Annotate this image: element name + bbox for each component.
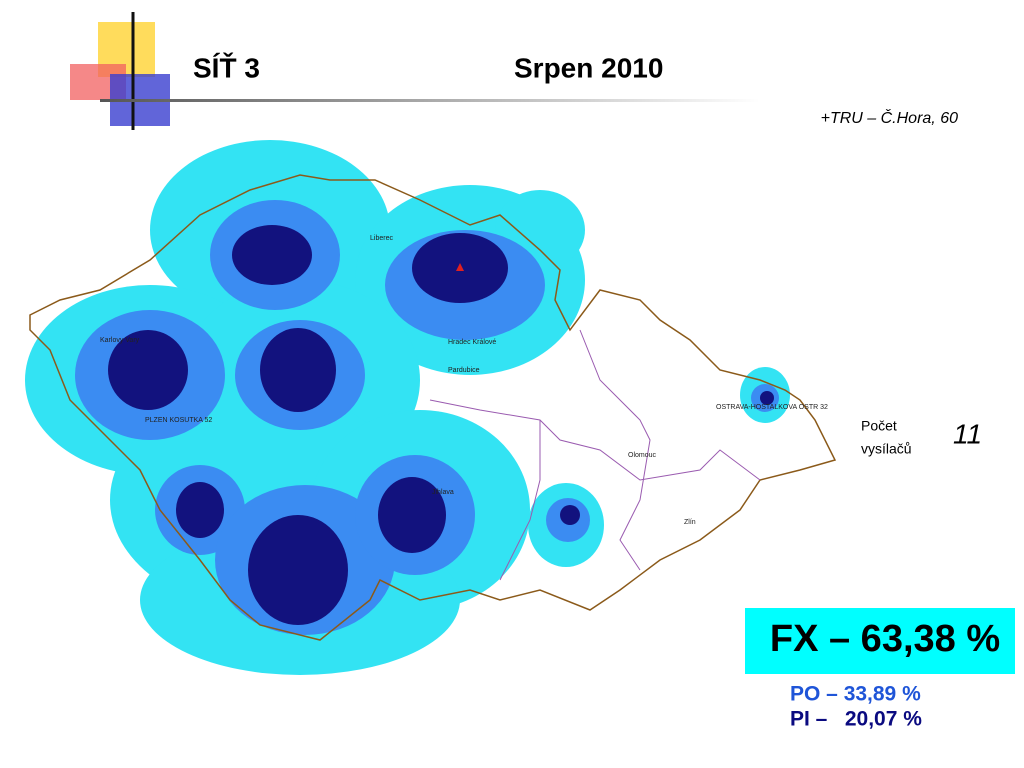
transmitter: +TRU – Č.Hora, 60 xyxy=(821,108,958,127)
fx-value: FX – 63,38 % xyxy=(770,618,1000,660)
count-label: vysílačů xyxy=(861,441,912,457)
logo-decoration xyxy=(70,12,760,130)
po-value: PO – 33,89 % xyxy=(790,683,921,706)
map-label: Zlín xyxy=(684,519,696,526)
map-label: Liberec xyxy=(370,235,393,242)
count-value: 11 xyxy=(953,418,982,449)
map-label: Hradec Králové xyxy=(448,339,496,346)
map-label: Pardubice xyxy=(448,367,480,374)
map-label: Jihlava xyxy=(432,489,454,496)
map-label: PLZEN KOSUTKA 52 xyxy=(145,417,212,424)
date: Srpen 2010 xyxy=(514,52,663,83)
map-label: OSTRAVA-HOSTALKOVA OSTR 32 xyxy=(716,404,828,411)
country-border xyxy=(29,174,837,641)
region-border xyxy=(499,420,541,581)
fx-box xyxy=(745,608,1015,674)
map-label: Olomouc xyxy=(628,452,657,459)
count-label: Počet xyxy=(861,418,897,434)
pi-value: PI – 20,07 % xyxy=(790,708,922,731)
coverage-map xyxy=(25,140,790,675)
region-border xyxy=(429,399,761,481)
title: SÍŤ 3 xyxy=(193,52,260,83)
transmitter-marker xyxy=(456,263,464,271)
map-label: Karlovy Vary xyxy=(100,337,140,344)
region-border xyxy=(579,329,651,571)
